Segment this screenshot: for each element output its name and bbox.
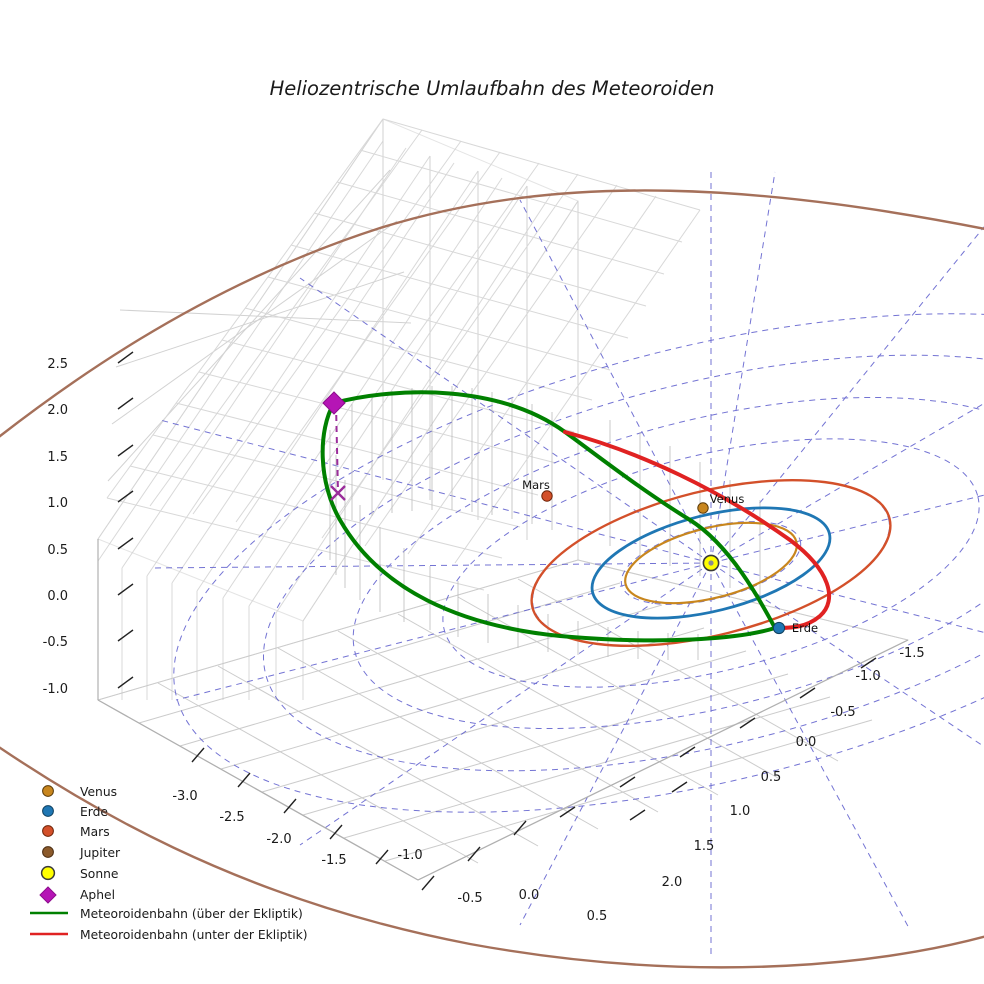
y-tick-4: 0.5 <box>761 770 782 785</box>
y-axis-ticklabels: -1.5 -1.0 -0.5 0.0 0.5 1.0 1.5 2.0 <box>662 646 925 890</box>
legend-label-mars: Mars <box>80 825 110 839</box>
pane-floor <box>96 559 910 881</box>
y-axis-ticks <box>559 657 877 821</box>
legend-item-meteoroid-above[interactable]: Meteoroidenbahn (über der Ekliptik) <box>30 907 303 921</box>
orbit-jupiter <box>0 189 984 969</box>
orbit-erde <box>590 506 832 620</box>
venus-swatch-icon <box>42 785 54 797</box>
erde-swatch-icon <box>42 805 54 817</box>
y-tick-1: -1.0 <box>855 669 880 684</box>
mars-label: Mars <box>522 478 550 492</box>
y-tick-3: 0.0 <box>796 735 817 750</box>
polar-grid <box>149 170 984 956</box>
mars-marker <box>541 490 553 502</box>
legend-label-meteoroid-below: Meteoroidenbahn (unter der Ekliptik) <box>80 928 308 942</box>
x-tick-3: -1.5 <box>321 853 346 868</box>
venus-label: Venus <box>710 492 745 506</box>
z-tick-4: 0.5 <box>47 543 68 558</box>
x-axis-ticklabels: -3.0 -2.5 -2.0 -1.5 -1.0 -0.5 0.0 0.5 <box>172 789 607 924</box>
legend: Venus Erde Mars Jupiter Sonne <box>30 785 308 942</box>
y-tick-7: 2.0 <box>662 875 683 890</box>
sonne-core-icon <box>708 560 714 566</box>
erde-label: Erde <box>792 621 818 635</box>
axis-spines <box>97 539 909 881</box>
polar-spokes <box>149 170 984 956</box>
aphel-marker <box>322 391 346 415</box>
legend-label-meteoroid-above: Meteoroidenbahn (über der Ekliptik) <box>80 907 303 921</box>
aphel-foot-x-icon <box>330 485 346 501</box>
jupiter-swatch-icon <box>42 846 54 858</box>
erde-marker <box>772 621 786 635</box>
legend-label-aphel: Aphel <box>80 888 115 902</box>
legend-label-venus: Venus <box>80 785 117 799</box>
x-axis-ticks <box>191 747 527 891</box>
planet-markers: Mars Venus Erde <box>522 478 818 635</box>
legend-label-erde: Erde <box>80 805 108 819</box>
meteoroid-orbit-above-ecliptic <box>320 390 778 643</box>
legend-item-meteoroid-below[interactable]: Meteoroidenbahn (unter der Ekliptik) <box>30 928 308 942</box>
legend-item-erde[interactable]: Erde <box>42 805 108 819</box>
z-tick-0: 2.5 <box>47 357 68 372</box>
x-tick-7: 0.5 <box>587 909 608 924</box>
x-tick-2: -2.0 <box>266 832 291 847</box>
legend-item-venus[interactable]: Venus <box>42 785 117 799</box>
orbit-mars <box>530 478 892 648</box>
z-tick-1: 2.0 <box>47 403 68 418</box>
z-axis-ticklabels: 2.5 2.0 1.5 1.0 0.5 0.0 -0.5 -1.0 <box>43 357 68 697</box>
x-tick-0: -3.0 <box>172 789 197 804</box>
z-tick-6: -0.5 <box>43 635 68 650</box>
y-tick-0: -1.5 <box>899 646 924 661</box>
y-tick-6: 1.5 <box>694 839 715 854</box>
mars-swatch-icon <box>42 825 54 837</box>
page-title: Heliozentrische Umlaufbahn des Meteoroid… <box>270 77 715 100</box>
legend-item-jupiter[interactable]: Jupiter <box>42 846 121 860</box>
aphel-group <box>322 391 346 501</box>
y-tick-2: -0.5 <box>830 705 855 720</box>
z-tick-7: -1.0 <box>43 682 68 697</box>
legend-label-sonne: Sonne <box>80 867 118 881</box>
x-tick-1: -2.5 <box>219 810 244 825</box>
legend-item-sonne[interactable]: Sonne <box>40 865 119 881</box>
venus-marker <box>697 502 709 514</box>
x-tick-6: 0.0 <box>519 888 540 903</box>
x-tick-4: -1.0 <box>397 848 422 863</box>
x-tick-5: -0.5 <box>457 891 482 906</box>
z-tick-2: 1.5 <box>47 450 68 465</box>
aphel-drop-line <box>335 403 339 493</box>
y-tick-5: 1.0 <box>730 804 751 819</box>
z-tick-5: 0.0 <box>47 589 68 604</box>
meteoroid-orbit-below-ecliptic <box>563 430 832 630</box>
legend-item-aphel[interactable]: Aphel <box>39 886 115 904</box>
aphel-swatch-icon <box>39 886 57 904</box>
sonne-swatch-icon <box>40 865 56 881</box>
legend-label-jupiter: Jupiter <box>79 846 121 860</box>
legend-item-mars[interactable]: Mars <box>42 825 110 839</box>
z-axis-ticks <box>117 351 134 689</box>
z-tick-3: 1.0 <box>47 496 68 511</box>
pane-top <box>106 118 701 591</box>
